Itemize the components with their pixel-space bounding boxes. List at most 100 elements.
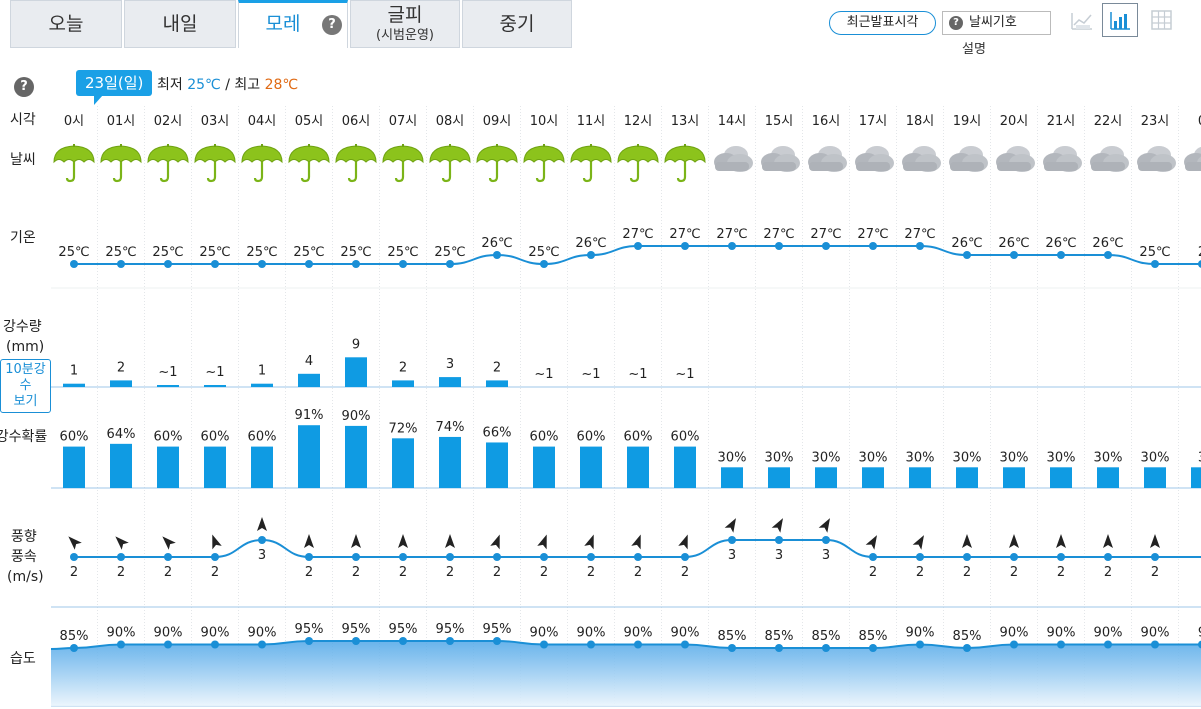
- tab-midterm[interactable]: 중기: [462, 0, 572, 48]
- wind-point: [634, 553, 642, 561]
- row-label-temp: 기온: [10, 230, 36, 246]
- humidity-label: 9: [1198, 626, 1201, 641]
- cloud-base: [997, 162, 1031, 171]
- wind-arrow-icon: [865, 535, 877, 550]
- cloudy-icon: [996, 146, 1035, 172]
- cloudy-icon: [902, 146, 941, 172]
- recent-release-button[interactable]: 최근발표시각: [829, 11, 936, 35]
- line-chart-view-button[interactable]: [1064, 3, 1100, 37]
- weather-legend-sub: 설명: [962, 42, 986, 57]
- humidity-label: 90%: [577, 626, 606, 641]
- temperature-label: 26℃: [951, 236, 982, 251]
- help-icon[interactable]: ?: [14, 77, 34, 97]
- wind-point: [211, 553, 219, 561]
- wind-arrow-head: [771, 518, 783, 533]
- rain-10min-button[interactable]: 10분강 수 보기: [0, 359, 51, 413]
- wind-speed-label: 2: [634, 565, 642, 580]
- probability-bar: [862, 467, 884, 488]
- humidity-label: 90%: [624, 626, 653, 641]
- precipitation-bar: [157, 385, 179, 387]
- probability-bar: [345, 425, 367, 488]
- humidity-label: 95%: [389, 622, 418, 637]
- temperature-point: [540, 260, 548, 268]
- wind-point: [446, 553, 454, 561]
- row-label-weather: 날씨: [10, 152, 36, 168]
- cloudy-icon: [949, 146, 988, 172]
- humidity-label: 90%: [201, 626, 230, 641]
- humidity-label: 90%: [1047, 626, 1076, 641]
- temperature-point: [70, 260, 78, 268]
- temperature-label: 27℃: [669, 227, 700, 242]
- wind-arrow-icon: [537, 534, 547, 550]
- probability-label: 60%: [248, 430, 277, 445]
- umbrella-canopy: [288, 145, 330, 164]
- probability-label: 30%: [953, 450, 982, 465]
- tab-today[interactable]: 오늘: [10, 0, 122, 48]
- umbrella-handle: [206, 162, 217, 183]
- row-label-wind-dir: 풍향: [11, 529, 37, 545]
- tab-tomorrow-label: 내일: [162, 13, 198, 35]
- probability-bar: [533, 446, 555, 488]
- hour-label: 17시: [859, 114, 888, 129]
- probability-bar: [627, 446, 649, 488]
- umbrella-icon: [617, 144, 659, 183]
- humidity-point: [1010, 640, 1018, 649]
- humidity-label: 85%: [60, 629, 89, 644]
- hour-label: 14시: [718, 114, 747, 129]
- wind-point: [540, 553, 548, 561]
- probability-label: 30%: [1141, 450, 1170, 465]
- wind-arrow-head: [724, 518, 736, 533]
- wind-arrow-head: [490, 534, 500, 550]
- probability-label: 91%: [295, 408, 324, 423]
- probability-bar: [157, 446, 179, 488]
- tab-tomorrow[interactable]: 내일: [124, 0, 236, 48]
- bar-chart-icon: [1110, 12, 1130, 30]
- wind-arrow-icon: [490, 534, 500, 550]
- hour-label: 0시: [64, 114, 84, 129]
- help-icon[interactable]: ?: [322, 15, 342, 35]
- humidity-point: [1057, 640, 1065, 649]
- cloudy-icon: [855, 146, 894, 172]
- hour-label: 09시: [483, 114, 512, 129]
- wind-arrow-icon: [115, 536, 129, 550]
- wind-speed-label: 2: [305, 565, 313, 580]
- tab-day-after[interactable]: 모레 ?: [238, 0, 348, 48]
- cloud-base: [1044, 162, 1078, 171]
- umbrella-handle: [394, 162, 405, 183]
- probability-label: 30%: [812, 450, 841, 465]
- wind-arrow-icon: [1056, 534, 1066, 548]
- cloud-base: [809, 162, 843, 171]
- wind-arrow-icon: [1103, 534, 1113, 548]
- table-view-button[interactable]: [1143, 3, 1179, 37]
- precipitation-label: ~1: [628, 367, 647, 382]
- temperature-label: 27℃: [857, 227, 888, 242]
- wind-arrow-head: [584, 534, 594, 550]
- probability-bar: [439, 436, 461, 488]
- wind-arrow-head: [304, 534, 314, 548]
- tab-third-day[interactable]: 글피 (시범운영): [350, 0, 460, 48]
- humidity-label: 90%: [906, 626, 935, 641]
- precipitation-bar: [345, 357, 367, 387]
- wind-arrow-icon: [162, 536, 176, 550]
- wind-speed-label: 2: [1057, 565, 1065, 580]
- umbrella-canopy: [382, 145, 424, 164]
- probability-label: 60%: [201, 430, 230, 445]
- wind-arrow-icon: [398, 534, 408, 548]
- wind-point: [1057, 553, 1065, 561]
- umbrella-handle: [676, 162, 687, 183]
- umbrella-handle: [629, 162, 640, 183]
- probability-label: 60%: [671, 430, 700, 445]
- probability-label: 72%: [389, 421, 418, 436]
- weather-legend-button[interactable]: ? 날씨기호: [942, 11, 1051, 35]
- probability-bar: [721, 467, 743, 488]
- umbrella-icon: [194, 144, 236, 183]
- help-icon: ?: [949, 16, 963, 30]
- bar-chart-view-button[interactable]: [1102, 3, 1138, 37]
- umbrella-icon: [382, 144, 424, 183]
- wind-point: [822, 536, 830, 544]
- humidity-label: 90%: [530, 626, 559, 641]
- cloud-base: [950, 162, 984, 171]
- precipitation-bar: [392, 380, 414, 387]
- wind-arrow-head: [537, 534, 547, 550]
